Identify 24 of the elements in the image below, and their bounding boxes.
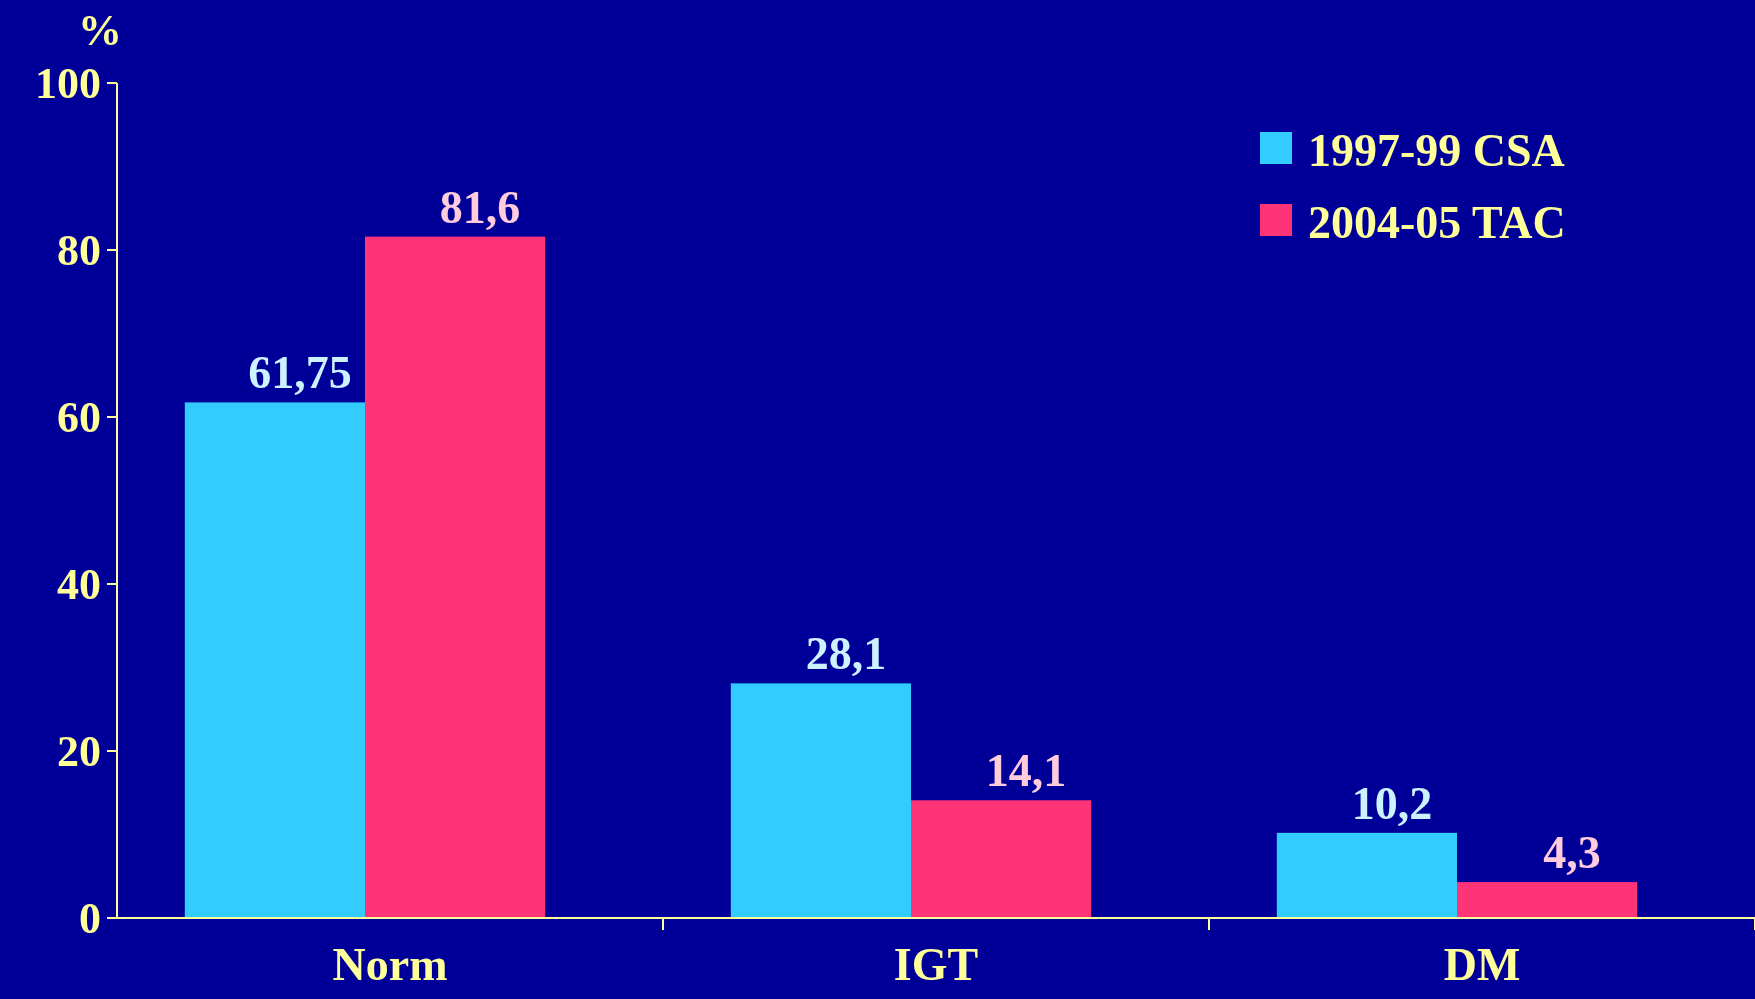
y-tick-label: 40 [57,560,101,610]
bar [730,683,911,918]
data-label: 81,6 [439,181,521,233]
data-label: 4,3 [1543,827,1601,879]
bar [1276,832,1457,918]
x-tick-label: DM [1443,939,1521,990]
bar [1457,882,1638,918]
data-label: 61,75 [248,347,352,399]
bar [365,236,546,918]
bar [184,402,365,918]
y-tick-label: 60 [57,393,101,443]
legend-label: 2004-05 TAC [1308,197,1566,249]
bar [911,800,1092,918]
data-label: 10,2 [1351,777,1433,829]
x-tick-label: Norm [332,939,448,990]
y-tick-label: 0 [79,894,101,944]
data-label: 14,1 [985,745,1067,797]
data-label: 28,1 [805,628,887,680]
y-axis-title: % [78,6,122,55]
y-tick-label: 20 [57,727,101,777]
x-tick-label: IGT [893,939,979,990]
y-tick-label: 80 [57,226,101,276]
legend-label: 1997-99 CSA [1308,125,1565,177]
y-tick-label: 100 [35,59,101,109]
